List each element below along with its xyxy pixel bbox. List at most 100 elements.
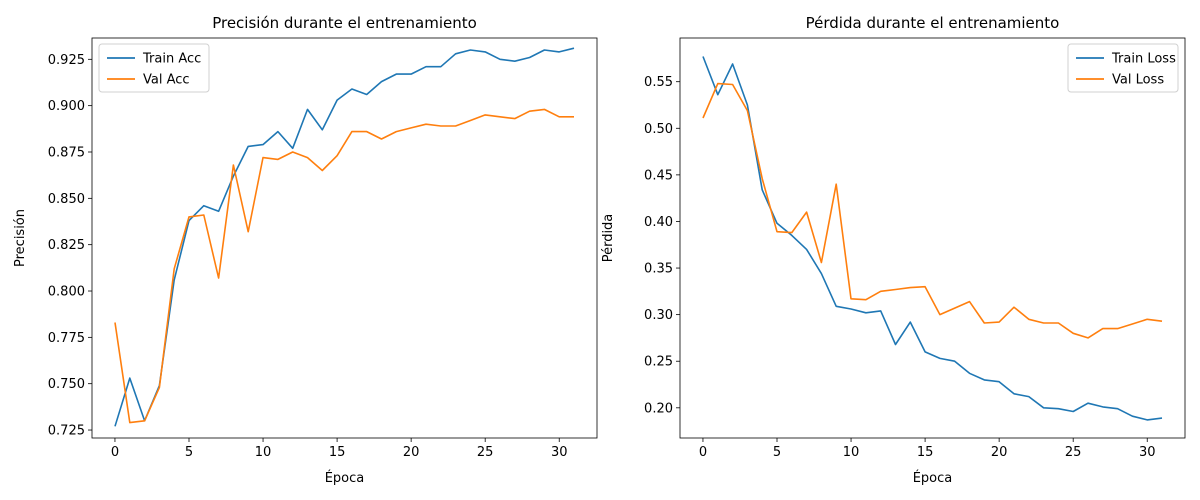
data-point <box>1028 318 1030 320</box>
data-point <box>188 216 190 218</box>
data-point <box>939 357 941 359</box>
data-point <box>543 49 545 51</box>
data-point <box>366 93 368 95</box>
data-point <box>1116 408 1118 410</box>
y-tick-label: 0.775 <box>48 331 85 346</box>
data-point <box>1146 419 1148 421</box>
data-point <box>514 117 516 119</box>
data-point <box>746 104 748 106</box>
data-point <box>717 94 719 96</box>
y-tick-label: 0.25 <box>644 355 673 370</box>
series-val-loss <box>702 82 1163 339</box>
x-tick-label: 20 <box>991 445 1008 460</box>
data-point <box>558 116 560 118</box>
data-point <box>865 312 867 314</box>
data-point <box>1102 406 1104 408</box>
y-tick-label: 0.40 <box>644 215 673 230</box>
data-point <box>277 130 279 132</box>
y-tick-label: 0.750 <box>48 377 85 392</box>
data-point <box>440 66 442 68</box>
data-point <box>776 222 778 224</box>
y-tick-label: 0.725 <box>48 424 85 439</box>
data-point <box>1057 408 1059 410</box>
data-point <box>909 286 911 288</box>
data-point <box>939 313 941 315</box>
data-point <box>262 156 264 158</box>
x-tick-label: 20 <box>403 445 420 460</box>
data-point <box>1131 415 1133 417</box>
y-tick-label: 0.800 <box>48 285 85 300</box>
data-point <box>791 234 793 236</box>
chart-title: Precisión durante el entrenamiento <box>212 14 477 32</box>
x-tick-label: 5 <box>773 445 781 460</box>
data-point <box>425 66 427 68</box>
data-point <box>129 377 131 379</box>
data-point <box>1013 306 1015 308</box>
data-point <box>865 299 867 301</box>
data-point <box>217 277 219 279</box>
data-point <box>203 214 205 216</box>
legend-box <box>98 43 210 93</box>
data-point <box>1042 322 1044 324</box>
data-point <box>247 145 249 147</box>
x-tick-label: 5 <box>185 445 193 460</box>
data-point <box>528 110 530 112</box>
data-point <box>469 119 471 121</box>
data-point <box>805 248 807 250</box>
data-point <box>1013 393 1015 395</box>
data-point <box>924 285 926 287</box>
series-line <box>114 47 575 427</box>
data-point <box>1131 323 1133 325</box>
data-point <box>746 109 748 111</box>
data-point <box>351 130 353 132</box>
series-val-acc <box>114 108 575 424</box>
data-point <box>336 155 338 157</box>
data-point <box>321 129 323 131</box>
data-point <box>306 108 308 110</box>
y-axis-label: Precisión <box>13 209 28 267</box>
series-train-loss <box>702 56 1163 421</box>
data-point <box>573 47 575 49</box>
data-point <box>820 272 822 274</box>
data-point <box>543 108 545 110</box>
x-tick-label: 25 <box>1065 445 1082 460</box>
legend-label: Val Loss <box>1112 73 1164 88</box>
data-point <box>1028 395 1030 397</box>
legend: Train Acc Val Acc <box>98 43 210 93</box>
y-tick-label: 0.35 <box>644 262 673 277</box>
data-point <box>291 147 293 149</box>
data-point <box>558 51 560 53</box>
data-point <box>395 130 397 132</box>
legend-label: Train Loss <box>1111 52 1176 67</box>
data-point <box>968 372 970 374</box>
y-tick-label: 0.900 <box>48 99 85 114</box>
data-point <box>380 80 382 82</box>
data-point <box>410 73 412 75</box>
x-tick-label: 10 <box>843 445 860 460</box>
data-point <box>835 183 837 185</box>
data-point <box>129 421 131 423</box>
y-tick-label: 0.925 <box>48 53 85 68</box>
data-point <box>702 117 704 119</box>
series-line <box>702 82 1163 339</box>
data-point <box>820 261 822 263</box>
data-point <box>410 127 412 129</box>
x-tick-label: 30 <box>551 445 568 460</box>
data-point <box>573 116 575 118</box>
loss-chart: Pérdida durante el entrenamiento Época P… <box>601 14 1186 486</box>
x-tick-label: 15 <box>329 445 346 460</box>
data-point <box>528 56 530 58</box>
data-point <box>998 381 1000 383</box>
data-point <box>1161 320 1163 322</box>
data-point <box>983 379 985 381</box>
y-tick-label: 0.825 <box>48 238 85 253</box>
data-point <box>247 230 249 232</box>
data-point <box>894 288 896 290</box>
data-point <box>484 114 486 116</box>
data-point <box>395 73 397 75</box>
y-tick-label: 0.20 <box>644 401 673 416</box>
data-point <box>731 63 733 65</box>
data-point <box>776 231 778 233</box>
y-tick-label: 0.850 <box>48 192 85 207</box>
